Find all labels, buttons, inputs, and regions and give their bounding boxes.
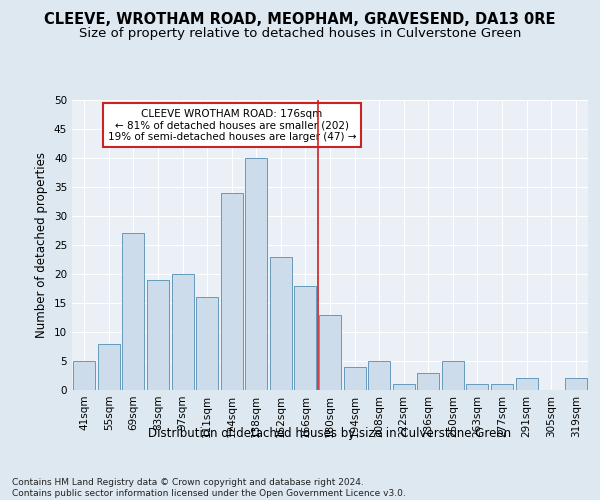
Bar xyxy=(392,384,415,390)
Bar xyxy=(466,384,488,390)
Bar xyxy=(565,378,587,390)
Bar xyxy=(245,158,268,390)
Bar xyxy=(172,274,194,390)
Bar xyxy=(491,384,513,390)
Bar xyxy=(196,297,218,390)
Bar xyxy=(417,372,439,390)
Bar xyxy=(295,286,316,390)
Bar xyxy=(319,314,341,390)
Bar xyxy=(98,344,120,390)
Bar xyxy=(344,367,365,390)
Bar xyxy=(122,234,145,390)
Bar xyxy=(368,361,390,390)
Y-axis label: Number of detached properties: Number of detached properties xyxy=(35,152,49,338)
Text: Contains HM Land Registry data © Crown copyright and database right 2024.
Contai: Contains HM Land Registry data © Crown c… xyxy=(12,478,406,498)
Text: Distribution of detached houses by size in Culverstone Green: Distribution of detached houses by size … xyxy=(148,428,512,440)
Text: CLEEVE WROTHAM ROAD: 176sqm
← 81% of detached houses are smaller (202)
19% of se: CLEEVE WROTHAM ROAD: 176sqm ← 81% of det… xyxy=(108,108,356,142)
Bar xyxy=(442,361,464,390)
Text: CLEEVE, WROTHAM ROAD, MEOPHAM, GRAVESEND, DA13 0RE: CLEEVE, WROTHAM ROAD, MEOPHAM, GRAVESEND… xyxy=(44,12,556,28)
Bar xyxy=(515,378,538,390)
Bar xyxy=(147,280,169,390)
Text: Size of property relative to detached houses in Culverstone Green: Size of property relative to detached ho… xyxy=(79,28,521,40)
Bar xyxy=(221,193,243,390)
Bar xyxy=(270,256,292,390)
Bar xyxy=(73,361,95,390)
